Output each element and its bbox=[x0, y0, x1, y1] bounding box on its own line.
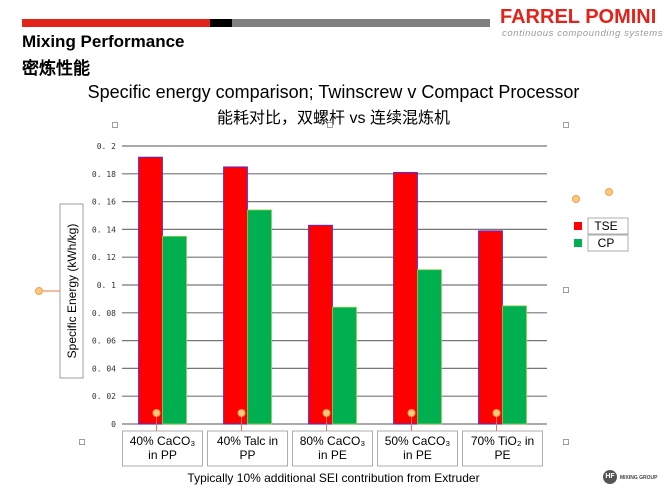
label-handle-icon bbox=[237, 409, 246, 417]
bar-tse bbox=[393, 172, 418, 425]
x-category-label: 50% CaCO₃ bbox=[385, 434, 451, 448]
y-tick-label: 0. 2 bbox=[97, 142, 116, 151]
header-black-stripe bbox=[210, 19, 232, 27]
selection-handle bbox=[563, 122, 569, 128]
legend-label-tse: TSE bbox=[594, 219, 617, 233]
x-category-label: 40% Talc in bbox=[217, 434, 278, 448]
legend-label-box bbox=[587, 217, 629, 235]
selection-handle bbox=[112, 122, 118, 128]
x-category-label: 70% TiO₂ in bbox=[471, 434, 534, 448]
category-label-box bbox=[122, 430, 203, 467]
y-tick-label: 0. 04 bbox=[92, 364, 116, 373]
legend-label-cp: CP bbox=[598, 236, 615, 250]
slide-title-cn: 密炼性能 bbox=[22, 59, 90, 78]
y-tick-label: 0. 1 bbox=[97, 281, 116, 290]
x-category-label: PE bbox=[494, 448, 510, 462]
legend-label-box bbox=[587, 234, 629, 252]
selection-handle bbox=[563, 439, 569, 445]
label-handle-icon bbox=[152, 409, 161, 417]
selection-handle bbox=[79, 439, 85, 445]
x-category-label: in PP bbox=[148, 448, 177, 462]
bar-tse bbox=[138, 156, 163, 425]
label-handle-icon bbox=[492, 409, 501, 417]
brand-logo: FARREL POMINI bbox=[500, 6, 657, 28]
bar-cp bbox=[417, 269, 442, 425]
legend-swatch-cp bbox=[574, 239, 582, 247]
x-category-label: 40% CaCO₃ bbox=[130, 434, 196, 448]
legend-swatch-tse bbox=[574, 222, 582, 230]
mixing-group-logo-icon: HF bbox=[603, 470, 617, 484]
bar-tse bbox=[223, 166, 248, 425]
bar-cp bbox=[502, 305, 527, 425]
x-category-label: in PE bbox=[318, 448, 347, 462]
category-label-box bbox=[292, 430, 373, 467]
selection-handle bbox=[327, 122, 333, 128]
bar-cp bbox=[332, 306, 357, 425]
chart-title: Specific energy comparison; Twinscrew v … bbox=[87, 82, 580, 102]
chart-footnote: Typically 10% additional SEI contributio… bbox=[187, 471, 480, 485]
brand-tagline: continuous compounding systems bbox=[502, 28, 664, 39]
bar-tse bbox=[478, 230, 503, 425]
bar-cp bbox=[162, 235, 187, 425]
y-tick-label: 0 bbox=[111, 420, 116, 429]
bar-cp bbox=[247, 209, 272, 425]
y-tick-label: 0. 14 bbox=[92, 225, 116, 234]
y-tick-label: 0. 12 bbox=[92, 253, 116, 262]
label-handle-icon bbox=[322, 409, 331, 417]
rotate-handle-icon bbox=[35, 287, 43, 295]
header-grey-stripe bbox=[232, 19, 490, 27]
category-label-box bbox=[377, 430, 458, 467]
y-tick-label: 0. 18 bbox=[92, 170, 116, 179]
y-tick-label: 0. 16 bbox=[92, 198, 116, 207]
category-label-box bbox=[462, 430, 543, 467]
label-handle-icon bbox=[407, 409, 416, 417]
y-axis-label: Specific Energy (kWh/kg) bbox=[65, 224, 79, 359]
x-category-label: in PE bbox=[403, 448, 432, 462]
legend-handle-icon bbox=[605, 188, 613, 196]
header-red-stripe bbox=[22, 19, 210, 27]
slide-title: Mixing Performance bbox=[22, 32, 185, 51]
y-tick-label: 0. 02 bbox=[92, 392, 116, 401]
selection-handle bbox=[563, 287, 569, 293]
chart-subtitle: 能耗对比，双螺杆 vs 连续混炼机 bbox=[217, 110, 450, 127]
x-category-label: 80% CaCO₃ bbox=[300, 434, 366, 448]
legend-handle-icon bbox=[572, 195, 580, 203]
x-category-label: PP bbox=[239, 448, 255, 462]
bar-tse bbox=[308, 224, 333, 425]
category-label-box bbox=[207, 430, 288, 467]
y-tick-label: 0. 08 bbox=[92, 309, 116, 318]
y-tick-label: 0. 06 bbox=[92, 337, 116, 346]
mixing-group-logo: MIXING GROUP bbox=[620, 475, 658, 481]
